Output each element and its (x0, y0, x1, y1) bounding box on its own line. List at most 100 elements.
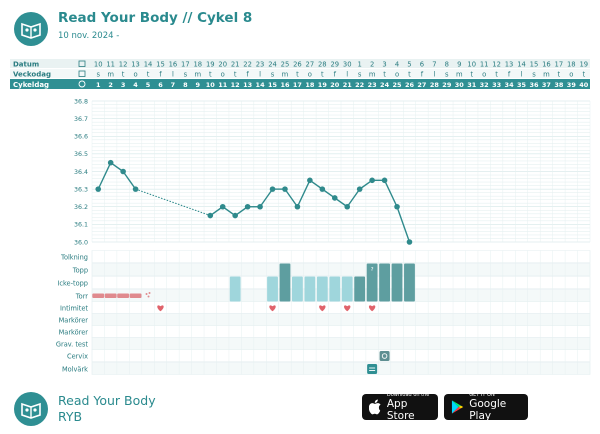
icketopp-bar (292, 276, 303, 302)
weekday-label: t (296, 71, 299, 79)
weekday-label: l (346, 71, 348, 79)
weekday-label: o (308, 71, 312, 79)
obs-row-label: Topp (72, 266, 88, 274)
obs-row-label: Markörer (59, 328, 89, 336)
date-label: 13 (131, 61, 140, 69)
weekday-label: m (456, 71, 463, 79)
cycle-day-label: 38 (554, 81, 564, 89)
date-label: 15 (530, 61, 539, 69)
weekday-label: s (271, 71, 275, 79)
temperature-point (244, 203, 251, 210)
cycle-day-label: 4 (133, 81, 138, 89)
cycle-day-label: 7 (171, 81, 176, 89)
weekday-label: o (221, 71, 225, 79)
cycle-day-label: 1 (96, 81, 101, 89)
topp-bar (391, 263, 403, 302)
icketopp-bar (329, 276, 341, 302)
temperature-segment (259, 188, 274, 208)
date-label: 24 (268, 61, 277, 69)
google-play-icon (451, 400, 464, 414)
icketopp-bar (316, 276, 328, 302)
date-label: 12 (119, 61, 128, 69)
appstore-big-text: App Store (386, 398, 415, 422)
cycle-icon (78, 80, 86, 88)
weekday-label: t (321, 71, 324, 79)
date-label: 10 (467, 61, 476, 69)
cervix-icon (381, 353, 388, 359)
weekday-label: s (96, 71, 100, 79)
date-label: 13 (505, 61, 514, 69)
date-label: 9 (457, 61, 461, 69)
temperature-point (95, 186, 102, 192)
cycle-day-label: 11 (218, 81, 228, 89)
temperature-point (331, 195, 338, 201)
page-title: Read Your Body // Cykel 8 (58, 10, 253, 26)
cycle-day-label: 35 (517, 81, 527, 89)
obs-row-label: Torr (75, 292, 89, 300)
temperature-segment (122, 171, 137, 190)
cycle-day-label: 3 (121, 81, 126, 89)
cycle-day-label: 26 (405, 81, 415, 89)
cycle-day-label: 36 (529, 81, 539, 89)
weekday-label: l (521, 71, 523, 79)
weekday-label: t (209, 71, 212, 79)
molvark-marker (367, 364, 378, 374)
row-label: Cykeldag (13, 81, 49, 89)
cycle-chart: DatumVeckodagCykeldag10s111m212t313o414t… (10, 59, 591, 375)
cycle-day-label: 24 (380, 81, 390, 89)
temperature-point (232, 212, 238, 219)
icketopp-bar (341, 276, 353, 302)
torr-mark (92, 293, 105, 298)
cycle-day-label: 32 (480, 81, 489, 89)
temperature-segment (296, 180, 311, 208)
weekday-label: s (532, 71, 536, 79)
weekday-label: m (195, 71, 202, 79)
obs-row-label: Intimitet (60, 304, 88, 312)
cycle-day-label: 30 (455, 81, 465, 89)
weekday-label: f (246, 71, 249, 79)
cycle-day-label: 17 (293, 81, 302, 89)
y-tick-label: 36.6 (74, 134, 88, 141)
obs-row-label: Markörer (59, 316, 89, 324)
cycle-day-label: 21 (343, 81, 353, 89)
googleplay-small-text: GET IT ON (469, 392, 495, 398)
weekday-label: o (395, 71, 399, 79)
google-play-button[interactable]: GET IT ON Google Play (444, 392, 528, 422)
weekday-label: m (107, 71, 114, 79)
torr-mark (104, 293, 117, 298)
date-label: 22 (243, 61, 252, 69)
temperature-point (207, 212, 214, 219)
temperature-point (381, 177, 388, 184)
weekday-label: t (234, 71, 237, 79)
footer-logo (14, 392, 48, 426)
y-tick-label: 36.0 (74, 239, 88, 246)
date-label: 18 (193, 61, 202, 69)
book-owl-icon (21, 22, 41, 39)
cycle-day-label: 16 (280, 81, 290, 89)
date-label: 23 (256, 61, 265, 69)
book-owl-icon (21, 402, 41, 419)
weekday-label: t (582, 71, 585, 79)
veckodag-row-bg (10, 69, 590, 78)
weekday-label: l (172, 71, 174, 79)
cycle-day-label: 40 (579, 81, 589, 89)
cycle-day-label: 8 (183, 81, 188, 89)
cycle-day-label: 28 (430, 81, 440, 89)
cycle-day-label: 31 (467, 81, 477, 89)
date-label: 2 (370, 61, 374, 69)
heart-icon (269, 305, 276, 312)
icketopp-bar (354, 276, 366, 302)
weekday-label: t (408, 71, 411, 79)
app-store-button[interactable]: Download on the App Store (362, 392, 438, 422)
temperature-point (120, 168, 126, 175)
date-label: 16 (169, 61, 178, 69)
weekday-label: t (470, 71, 473, 79)
topp-bar (379, 263, 390, 302)
y-tick-label: 36.2 (74, 204, 88, 211)
heart-icon (344, 305, 351, 312)
y-tick-label: 36.4 (74, 169, 88, 176)
apple-icon (369, 399, 381, 415)
cycle-day-label: 29 (442, 81, 452, 89)
obs-row-label: Cervix (67, 352, 88, 360)
heart-icon (368, 305, 376, 312)
